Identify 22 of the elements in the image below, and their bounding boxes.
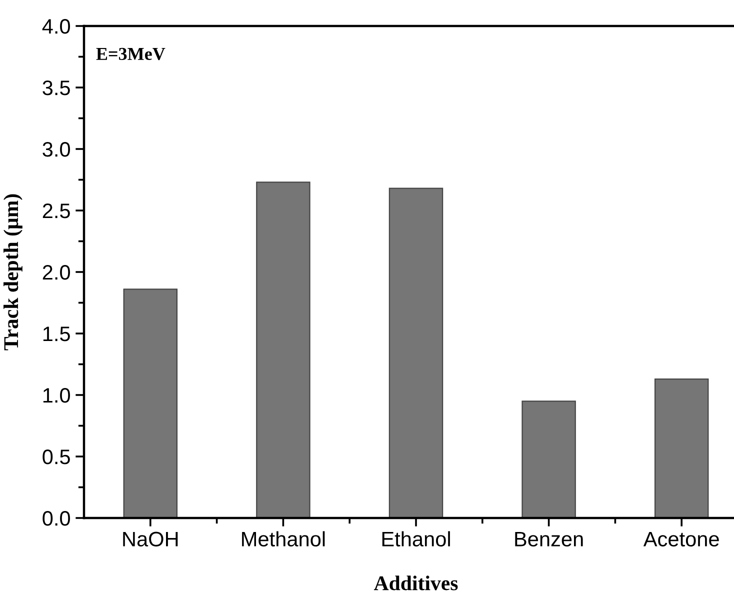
bar — [388, 188, 444, 518]
bar — [256, 182, 310, 518]
x-axis-title: Additives — [374, 576, 458, 590]
y-tick-label: 2.5 — [42, 204, 70, 218]
y-axis-title: Track depth (μm) — [4, 194, 22, 350]
bar — [123, 288, 178, 518]
x-tick-label: Benzen — [515, 532, 583, 546]
bar — [522, 400, 576, 518]
bar — [654, 378, 709, 518]
x-tick-label: Methanol — [242, 531, 325, 546]
x-tick-label: NaOH — [123, 532, 178, 546]
y-tick-label: 0.5 — [42, 450, 70, 464]
y-tick-label: 1.5 — [43, 326, 70, 342]
x-tick-label: Ethanol — [382, 531, 450, 546]
x-tick-label: Acetone — [643, 532, 719, 546]
y-tick-label: 2.0 — [42, 265, 70, 280]
y-tick-label: 4.0 — [42, 19, 70, 34]
y-tick-label: 3.5 — [42, 80, 70, 96]
y-tick-label: 0.0 — [42, 511, 70, 526]
y-tick-label: 3.0 — [42, 142, 70, 157]
y-tick-label: 1.0 — [43, 388, 70, 403]
annotation: E=3MeV — [96, 48, 166, 60]
